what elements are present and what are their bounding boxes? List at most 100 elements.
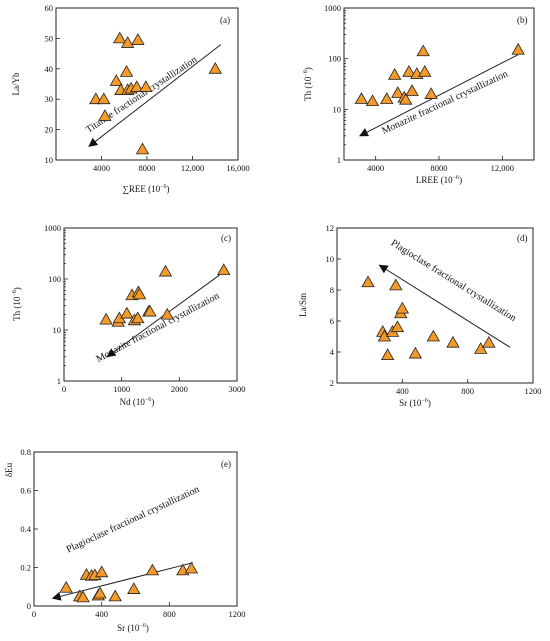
panel-d-y-tick-label: 2: [330, 378, 334, 388]
panel-a-data-point: [130, 80, 144, 92]
panel-b-data-point: [424, 87, 438, 99]
panel-c-data-point: [160, 307, 174, 320]
panel-d-y-tick-label: 10: [326, 254, 335, 264]
panel-c-data-point: [120, 306, 134, 319]
panel-d-frame: [336, 227, 534, 384]
panel-d-marks: [361, 264, 511, 361]
panel-d-y-tick-label: 8: [330, 285, 334, 295]
panel-d-y-tick-label: 6: [330, 316, 334, 326]
panel-a-y-tick-label: 30: [45, 94, 54, 104]
panel-a-x-axis-label-unit: (10: [148, 184, 160, 194]
panel-c-x-tick-label: 2000: [171, 384, 188, 394]
panel-e-y-tick-label: 0: [27, 601, 31, 611]
panel-b-y-axis-label: Th (10−6): [303, 67, 313, 101]
panel-e-data-point: [145, 563, 160, 576]
panel-e-y-tick-label: 0.8: [20, 447, 31, 457]
panel-a-trend-arrow: [88, 44, 222, 147]
panel-b-x-axis-label-exp: −6: [453, 175, 459, 181]
panel-e-data-point: [184, 561, 199, 574]
panel-e-x-axis-label-close: ): [146, 623, 149, 633]
panel-e-data-point: [59, 580, 73, 593]
panel-c-marks: [99, 263, 231, 358]
panel-d-x-tick-label: 1200: [525, 386, 542, 396]
panel-a-x-tick-label: 12,000: [181, 163, 204, 173]
panel-c: (c) Th (10−6) Nd (10−6) Monazite fractio…: [12, 223, 246, 407]
panel-c-x-tick-label: 0: [62, 384, 66, 394]
panel-b-data-point: [402, 65, 416, 77]
panel-b-label: (b): [517, 15, 528, 25]
panel-e-marks: [51, 561, 199, 603]
panel-d-data-point: [389, 278, 403, 291]
panel-d-data-point: [395, 301, 410, 314]
panel-a-data-point: [208, 61, 222, 74]
panel-b-data-point: [354, 92, 369, 104]
panel-c-ticks: 0 1000 2000 3000 1 10 100 1000: [44, 223, 246, 394]
panel-d-x-axis-label-exp: −6: [421, 398, 427, 404]
panel-c-trend-annotation: Monazite fractional crystallization: [94, 291, 221, 365]
panel-b-x-axis-label-main: LREE: [416, 175, 439, 185]
panel-e: (e) δEu Sr (10−6) Plagioclase fractional…: [4, 447, 246, 633]
panel-a-x-tick-label: 4000: [93, 163, 110, 173]
panel-a-y-tick-label: 40: [45, 64, 54, 74]
panel-e-x-axis-label-unit: (10: [127, 623, 139, 633]
panel-b: (b) Th (10−6) LREE (10−6) Monazite fract…: [303, 3, 535, 185]
panel-c-data-point: [158, 264, 173, 277]
panel-a-x-axis-label-exp: −6: [160, 184, 166, 190]
panel-b-frame: [343, 7, 535, 161]
panel-a-y-tick-label: 10: [45, 155, 54, 165]
panel-e-ticks: 0 400 800 1200 0 0.2 0.4 0.6 0.8: [20, 447, 245, 619]
panel-a-marks: [88, 31, 222, 155]
panel-a-x-axis-label-close: ): [167, 184, 170, 194]
panel-a-data-point: [113, 31, 127, 44]
panel-e-y-tick-label: 0.2: [20, 563, 31, 573]
panel-c-frame: [63, 227, 238, 382]
panel-b-data-point: [387, 68, 402, 80]
panel-b-y-tick-label: 1: [337, 155, 341, 165]
panel-a-ticks: 4000 8000 12,000 16,000 10 20 30 40 50 60: [45, 3, 250, 173]
panel-b-marks: [354, 42, 525, 137]
panel-d-x-axis-label-unit: (10: [409, 398, 421, 408]
panel-a-y-tick-label: 50: [45, 33, 54, 43]
panel-b-y-tick-label: 1000: [324, 3, 341, 13]
panel-d-x-axis-label-main: Sr: [399, 398, 407, 408]
panel-b-data-point: [365, 94, 380, 107]
panel-d-y-tick-label: 4: [330, 347, 335, 357]
panel-e-x-axis-label: Sr (10−6): [117, 623, 149, 633]
panel-b-x-axis-label-unit: (10: [441, 175, 453, 185]
panel-c-x-tick-label: 1000: [113, 384, 130, 394]
panel-d-trend-arrow: [378, 264, 511, 348]
panel-b-trend-arrow: [359, 54, 519, 137]
panel-e-x-tick-label: 800: [163, 609, 176, 619]
panel-d-label: (d): [517, 233, 528, 243]
panel-a-data-point: [119, 65, 134, 77]
panel-d-ticks: 400 800 1200 2 4 6 8 10 12: [326, 223, 542, 396]
panel-e-x-tick-label: 400: [95, 609, 108, 619]
panel-d-y-tick-label: 12: [326, 223, 335, 233]
panel-a-data-point: [120, 36, 135, 48]
panel-d-x-axis-label-close: ): [428, 398, 431, 408]
panel-b-data-point: [418, 65, 432, 77]
panel-c-data-point: [143, 304, 157, 317]
panel-b-x-tick-label: 8000: [431, 163, 448, 173]
panel-e-y-tick-label: 0.4: [20, 524, 31, 534]
panel-d-x-axis-label: Sr (10−6): [399, 398, 431, 408]
panel-a-trend-annotation: Titanite fractional crystallization: [84, 54, 199, 135]
panel-c-y-axis-label-exp: −6: [12, 290, 18, 296]
panel-a-x-tick-label: 16,000: [226, 163, 249, 173]
panel-a-y-tick-label: 20: [45, 125, 54, 135]
panel-a-data-point: [135, 142, 150, 155]
panel-b-x-tick-label: 4000: [367, 163, 384, 173]
panel-e-frame: [33, 451, 238, 607]
panel-e-data-point: [127, 582, 141, 594]
panel-b-data-point: [391, 86, 405, 98]
panel-e-trend-arrow: [51, 562, 194, 601]
panel-b-x-axis-label-close: ): [459, 175, 462, 185]
panel-e-x-axis-label-main: Sr: [117, 623, 125, 633]
panel-a-data-point: [98, 109, 112, 121]
panel-d-data-point: [446, 335, 460, 348]
panel-b-data-point: [416, 44, 430, 57]
panel-d-data-point: [474, 342, 488, 354]
panel-a-data-point: [109, 74, 123, 86]
panel-c-x-tick-label: 3000: [229, 384, 246, 394]
panel-c-x-axis-label-main: Nd: [120, 397, 131, 407]
